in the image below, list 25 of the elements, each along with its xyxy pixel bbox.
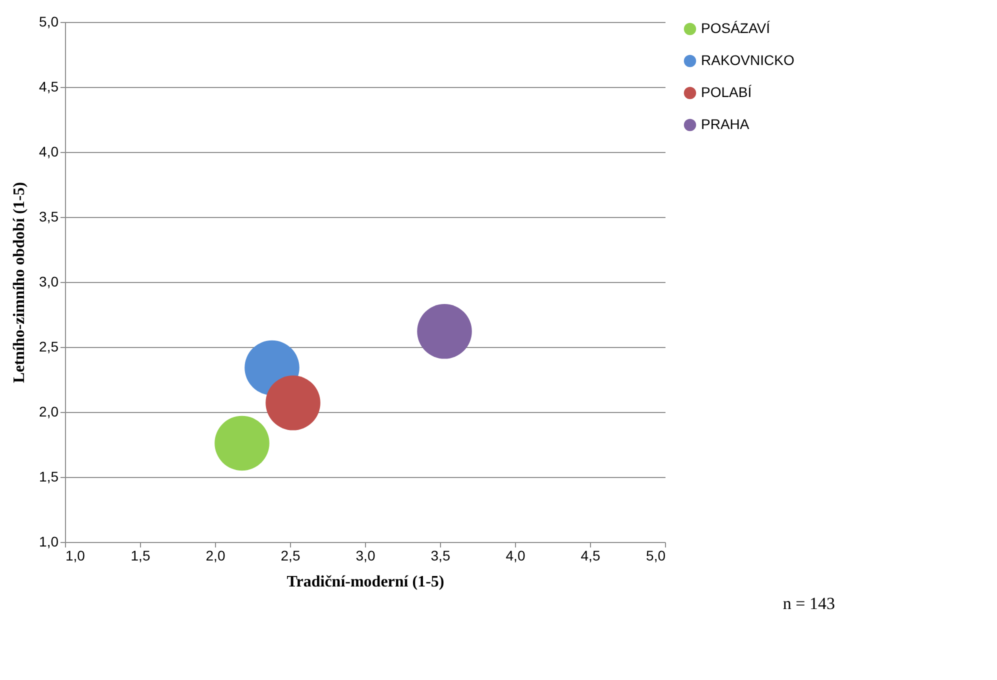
x-axis-title: Tradiční-moderní (1-5) <box>286 574 444 590</box>
y-tick-label: 1,0 <box>39 534 59 550</box>
x-tick-label: 5,0 <box>646 548 666 564</box>
y-tick-label: 4,0 <box>39 144 59 160</box>
y-tick-label: 2,0 <box>39 404 59 420</box>
legend-label: POLABÍ <box>701 84 752 100</box>
x-tick-label: 2,5 <box>280 548 300 564</box>
x-tick-label: 3,5 <box>430 548 450 564</box>
x-tick-label: 1,0 <box>66 548 86 564</box>
y-tick-label: 2,5 <box>39 338 59 354</box>
y-tick-label: 3,0 <box>39 274 59 290</box>
x-tick-label: 2,0 <box>206 548 226 564</box>
legend-label: POSÁZAVÍ <box>701 20 770 36</box>
y-tick-label: 5,0 <box>39 14 59 30</box>
y-axis-title: Letního-zimního období (1-5) <box>11 182 28 383</box>
legend-label: PRAHA <box>701 116 750 132</box>
y-tick-label: 3,5 <box>39 208 59 224</box>
x-tick-label: 3,0 <box>356 548 376 564</box>
x-tick-label: 4,0 <box>506 548 526 564</box>
y-tick-label: 1,5 <box>39 468 59 484</box>
text: n = 143 <box>782 594 835 613</box>
y-tick-label: 4,5 <box>39 78 59 94</box>
legend-label: RAKOVNICKO <box>701 52 794 68</box>
x-tick-label: 4,5 <box>580 548 600 564</box>
x-tick-label: 1,5 <box>130 548 150 564</box>
